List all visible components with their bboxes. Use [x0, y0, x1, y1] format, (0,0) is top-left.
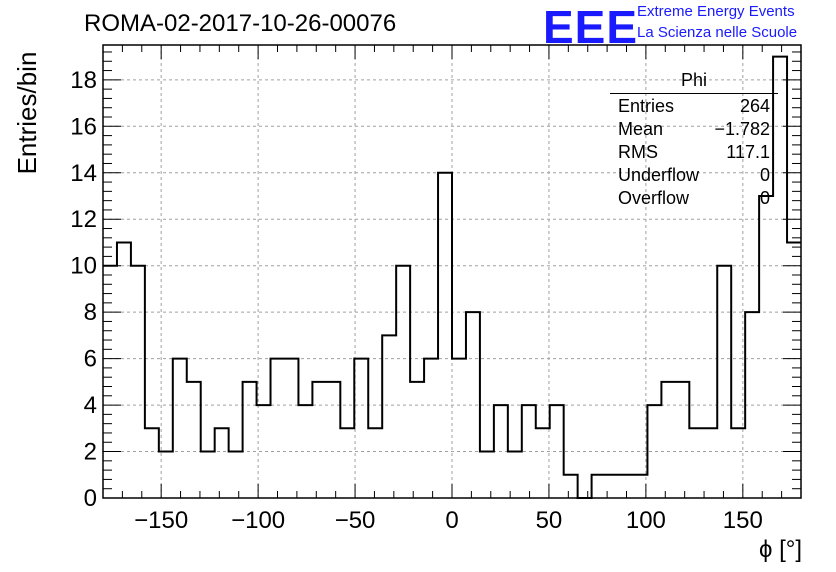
histogram-outline [103, 55, 801, 499]
x-tick-label: −100 [231, 507, 285, 534]
histogram-bin [354, 359, 368, 498]
stats-value: 264 [739, 96, 770, 116]
chart-title: ROMA-02-2017-10-26-00076 [84, 10, 397, 37]
stats-label: Overflow [618, 188, 690, 208]
histogram-bin [298, 405, 312, 498]
stats-label: Entries [618, 96, 675, 116]
x-axis-label: ϕ [°] [758, 536, 802, 563]
x-tick-label: 0 [445, 507, 458, 534]
histogram-bin [173, 359, 187, 498]
histogram-bin [410, 382, 424, 498]
stats-row-mean: Mean −1.782 [610, 119, 778, 142]
eee-logo: EEE [543, 1, 639, 53]
y-tick-label: 8 [84, 299, 97, 326]
histogram-bin [145, 428, 159, 498]
stats-row-underflow: Underflow 0 [610, 165, 778, 188]
stats-row-overflow: Overflow 0 [610, 188, 778, 211]
stats-box-title: Phi [610, 70, 778, 94]
stats-label: RMS [618, 142, 658, 162]
histogram-bin [717, 266, 731, 498]
x-tick-label: 50 [536, 507, 563, 534]
histogram-bin [452, 359, 466, 498]
histogram-bin [131, 266, 145, 498]
histogram-bin [117, 242, 131, 498]
y-tick-label: 4 [84, 392, 97, 419]
histogram-bin [550, 405, 564, 498]
stats-label: Underflow [618, 165, 700, 185]
y-axis-label: Entries/bin [12, 51, 42, 175]
y-tick-label: 10 [70, 253, 97, 280]
y-tick-label: 18 [70, 67, 97, 94]
histogram-bin [536, 428, 550, 498]
stats-box: Phi Entries 264 Mean −1.782 RMS 117.1 Un… [610, 70, 778, 211]
histogram-bin [271, 359, 285, 498]
histogram-bin [466, 312, 480, 498]
y-tick-label: 6 [84, 346, 97, 373]
histogram-bin [494, 405, 508, 498]
stats-value: −1.782 [714, 119, 770, 139]
histogram-bin [312, 382, 326, 498]
y-tick-label: 16 [70, 113, 97, 140]
histogram-bin [606, 475, 620, 498]
histogram-bin [522, 405, 536, 498]
histogram-bin [424, 359, 438, 498]
histogram-bin [340, 428, 354, 498]
x-tick-label: 100 [626, 507, 666, 534]
x-tick-label: −150 [134, 507, 188, 534]
histogram-series [103, 55, 801, 499]
histogram-bin [382, 335, 396, 498]
histogram-bin [675, 382, 689, 498]
stats-row-rms: RMS 117.1 [610, 142, 778, 165]
y-tick-label: 12 [70, 206, 97, 233]
x-tick-label: −50 [335, 507, 376, 534]
histogram-bin [326, 382, 340, 498]
histogram-bin [215, 428, 229, 498]
y-tick-label: 0 [84, 485, 97, 512]
axis-tick-labels: −150 −100 −50 0 50 100 150 0 2 4 6 8 10 12 14 16 18 [70, 67, 763, 534]
histogram-bin [368, 428, 382, 498]
logo-caption-line2: La Scienza nelle Scuole [637, 24, 798, 41]
histogram-bin [257, 405, 271, 498]
histogram-bin [787, 242, 801, 498]
histogram-bin [229, 452, 243, 498]
histogram-bin [759, 196, 773, 498]
histogram-bin [647, 405, 661, 498]
histogram-bin [689, 428, 703, 498]
stats-value: 0 [759, 188, 770, 208]
stats-value: 0 [759, 165, 770, 185]
logo-caption-line1: Extreme Energy Events [637, 3, 795, 20]
histogram-bin [633, 475, 647, 498]
stats-row-entries: Entries 264 [610, 96, 778, 119]
histogram-bin [745, 312, 759, 498]
histogram-bin [592, 475, 606, 498]
histogram-bin [703, 428, 717, 498]
y-tick-label: 2 [84, 439, 97, 466]
x-tick-label: 150 [723, 507, 763, 534]
histogram-bin [438, 173, 452, 498]
histogram-bin [103, 266, 117, 498]
y-tick-label: 14 [70, 160, 97, 187]
stats-label: Mean [618, 119, 664, 139]
stats-value: 117.1 [726, 142, 770, 162]
histogram-bin [564, 475, 578, 498]
histogram-bin [661, 382, 675, 498]
histogram-bin [284, 359, 298, 498]
histogram-bin [187, 382, 201, 498]
histogram-bin [480, 452, 494, 498]
histogram-bin [201, 452, 215, 498]
histogram-bin [243, 382, 257, 498]
axis-ticks [102, 45, 802, 499]
histogram-bin [396, 266, 410, 498]
